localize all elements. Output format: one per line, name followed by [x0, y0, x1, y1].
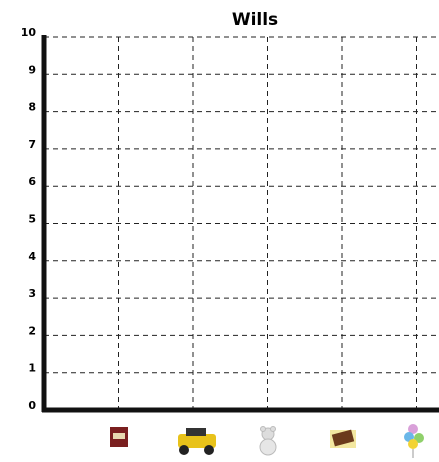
plot-area: 0 1 2 3 4 5 6 7 8 9 10: [21, 26, 439, 412]
icon-book: [110, 427, 128, 447]
y-tick-label: 7: [28, 138, 36, 151]
y-tick-label: 6: [28, 175, 36, 188]
y-tick-label: 3: [28, 287, 36, 300]
y-tick-label: 8: [28, 101, 36, 114]
y-tick-label: 1: [28, 362, 36, 375]
y-tick-label: 9: [28, 63, 36, 76]
category-icons: [110, 424, 424, 458]
y-tick-label: 0: [28, 399, 36, 412]
y-tick-label: 2: [28, 324, 36, 337]
icon-balloons: [404, 424, 424, 458]
y-tick-label: 4: [28, 250, 36, 263]
y-tick-label: 10: [21, 26, 37, 39]
icon-jeep: [178, 428, 216, 455]
icon-bear: [259, 426, 277, 456]
icon-chocolate: [330, 429, 356, 448]
chart-title: Wills: [232, 10, 278, 30]
y-tick-label: 5: [28, 213, 36, 226]
